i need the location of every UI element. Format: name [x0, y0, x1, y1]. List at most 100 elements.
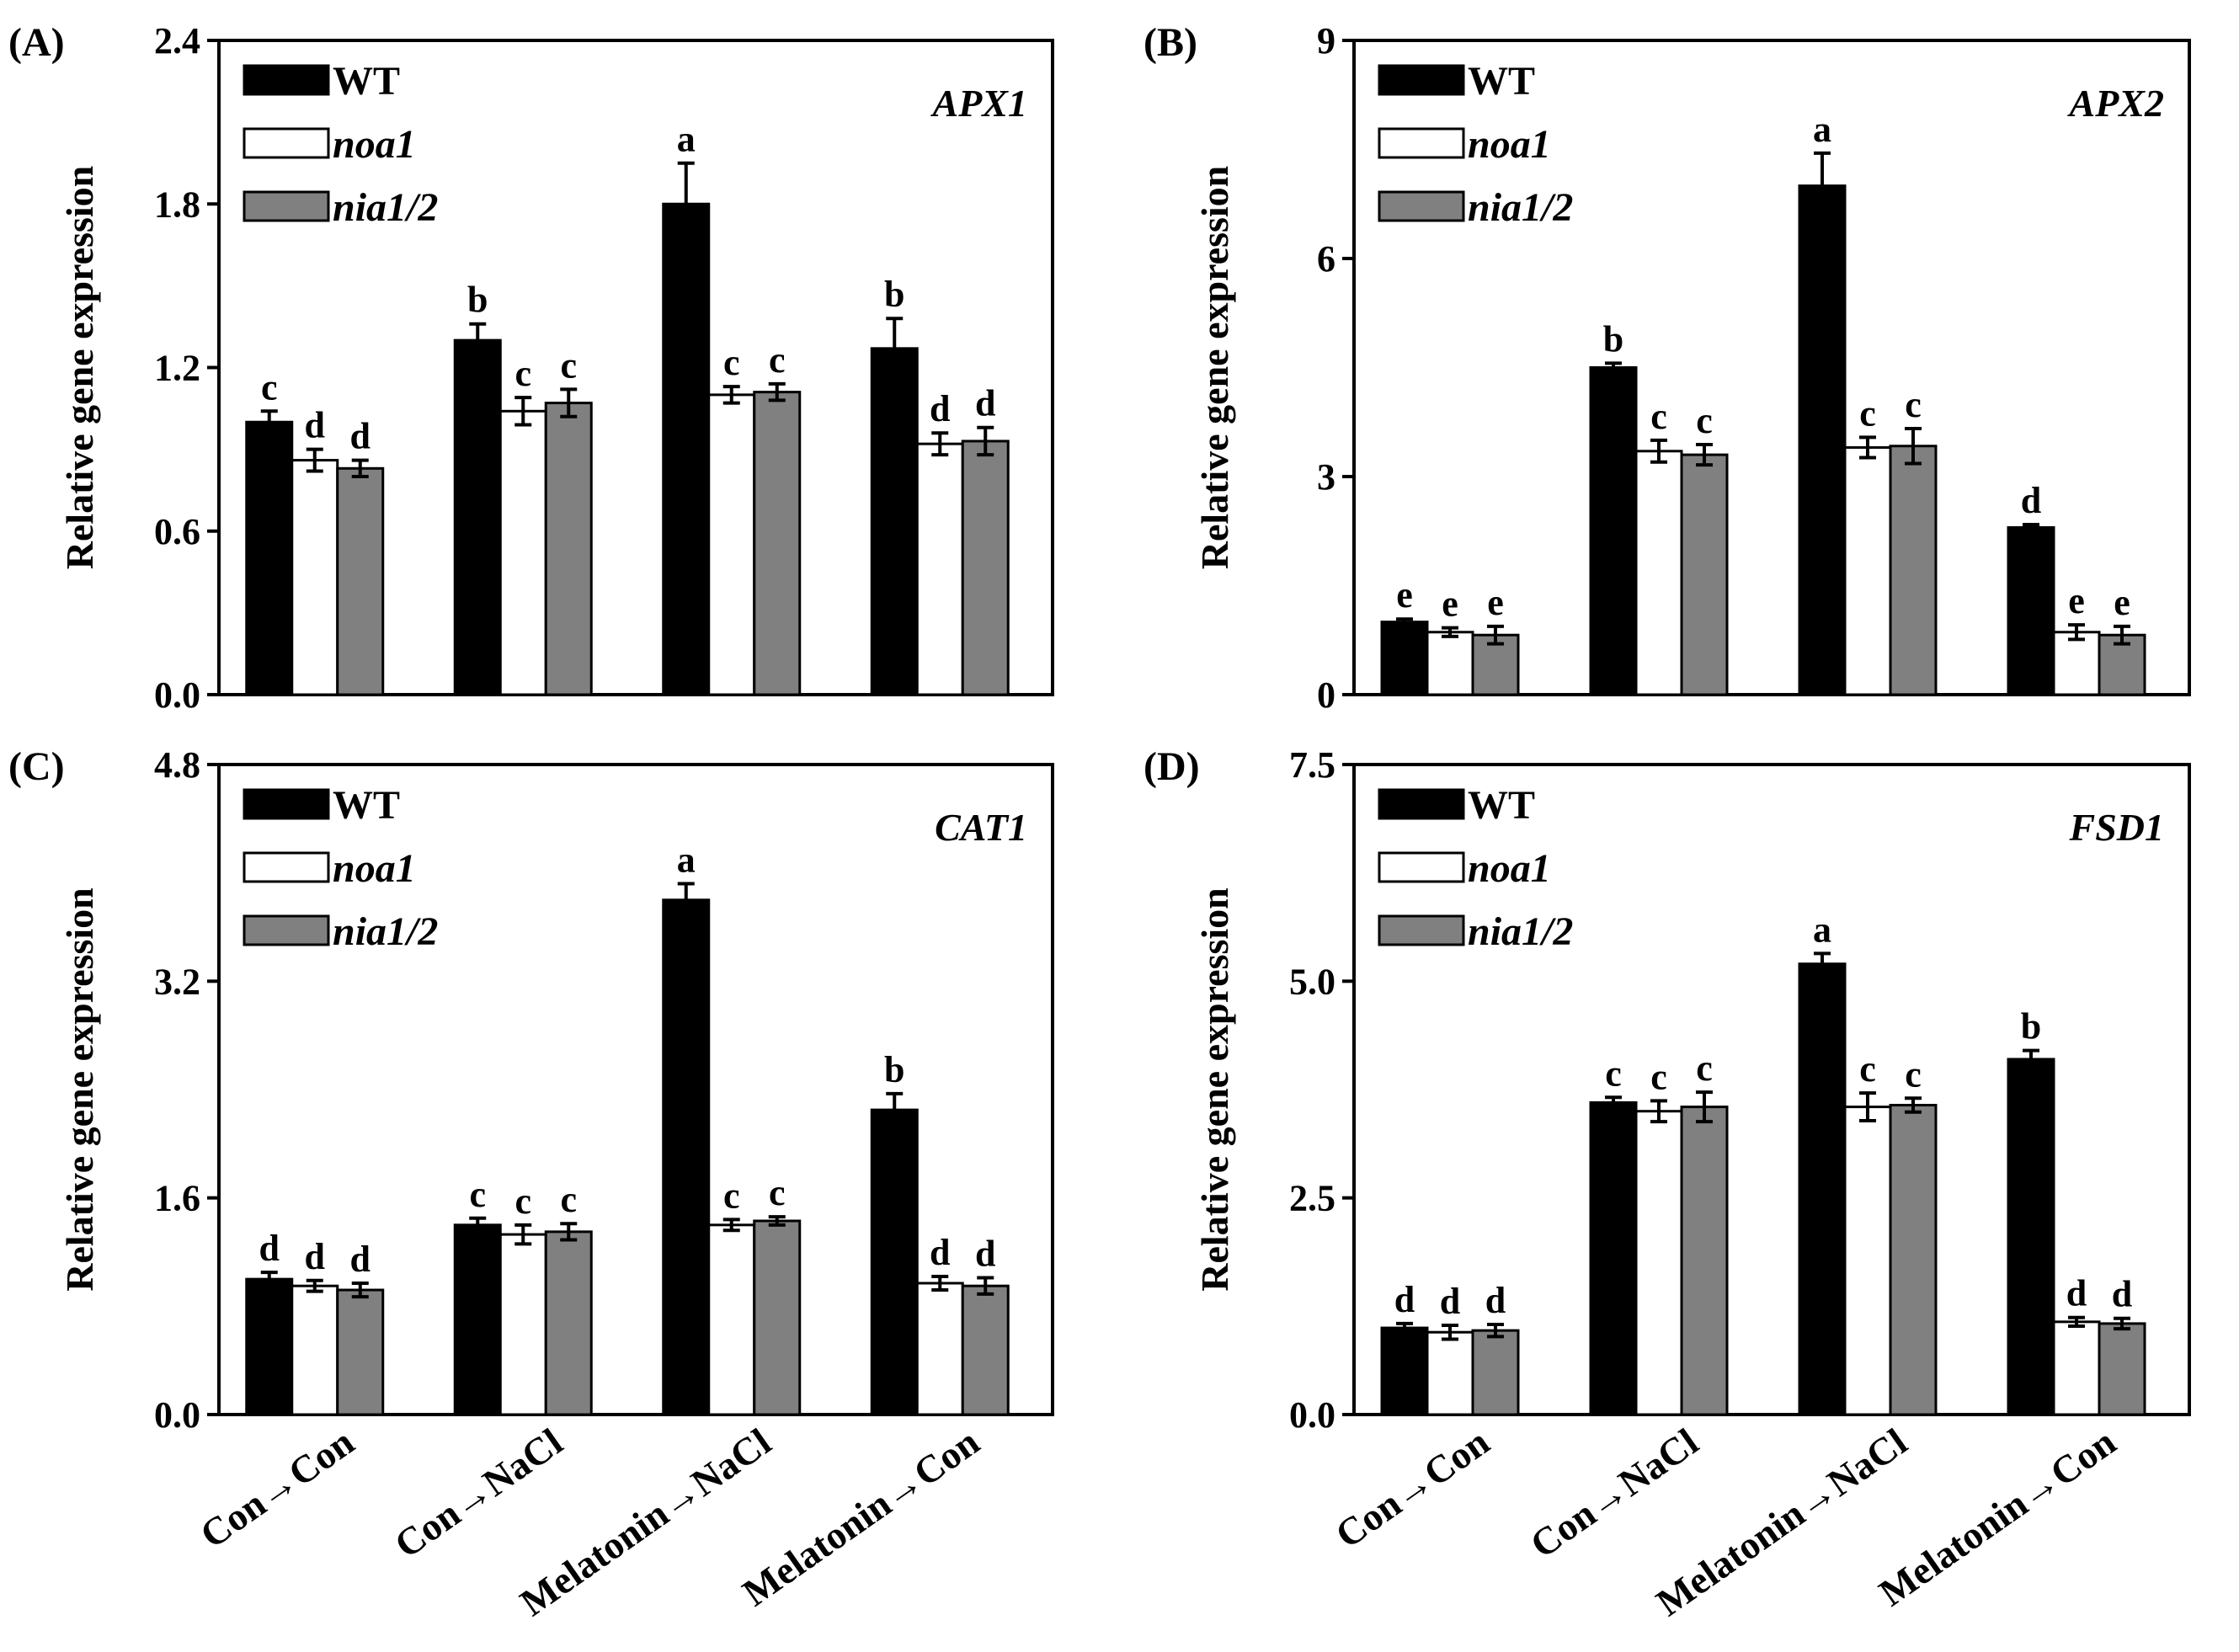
bar	[961, 440, 1010, 696]
y-tick-label: 5.0	[1289, 961, 1335, 1002]
bar	[1843, 445, 1892, 696]
panel-c: 0.0 1.6 3.2 4.8 Relative gene expression (C) C…	[8, 744, 1054, 1624]
y-tick-label: 0.0	[1289, 1394, 1335, 1436]
significance-label: c	[769, 339, 786, 381]
significance-label: d	[1440, 1281, 1460, 1322]
gene-label: APX1	[930, 82, 1027, 125]
legend-label: nia1/2	[1468, 909, 1573, 954]
bar	[1634, 1110, 1683, 1416]
bar	[453, 338, 502, 696]
bar	[498, 1233, 547, 1416]
legend-swatch-1	[243, 127, 330, 159]
bar	[291, 459, 339, 696]
bar	[498, 409, 547, 696]
significance-label: b	[1603, 318, 1623, 360]
significance-label: c	[514, 353, 531, 394]
plot-frame	[1352, 763, 2191, 1416]
bar	[336, 466, 385, 696]
x-category-label: Con→Con	[1328, 1420, 1497, 1556]
legend-label: WT	[333, 59, 400, 104]
bar	[1680, 1106, 1729, 1416]
bar	[1471, 1329, 1520, 1416]
bar	[2052, 631, 2101, 696]
bar	[544, 402, 593, 696]
significance-label: e	[1396, 574, 1413, 616]
panel-d: 0.0 2.5 5.0 7.5 Relative gene expression (D) F…	[1143, 744, 2191, 1624]
legend-label: nia1/2	[1468, 185, 1573, 230]
legend-label: nia1/2	[333, 185, 438, 230]
y-tick-label: 3.2	[154, 961, 200, 1002]
legend-label: noa1	[1468, 846, 1551, 891]
plot-frame	[217, 39, 1054, 696]
panel-label: (A)	[8, 20, 65, 65]
significance-label: e	[1442, 584, 1458, 625]
legend-swatch-0	[1378, 64, 1465, 96]
panel-b: 0 3 6 9 Relative gene expression (B) APX2 WT noa…	[1143, 20, 2191, 716]
y-axis-label: Relative gene expression	[58, 887, 101, 1292]
y-tick-label: 0.0	[154, 1394, 200, 1436]
y-tick-label: 7.5	[1289, 744, 1335, 786]
bar	[1589, 366, 1638, 696]
significance-label: b	[467, 280, 488, 321]
significance-label: c	[723, 1175, 740, 1216]
bar	[707, 393, 756, 696]
y-tick-label: 9	[1317, 20, 1335, 61]
y-tick-label: 1.8	[154, 184, 200, 225]
significance-label: c	[1605, 1052, 1622, 1094]
significance-label: d	[975, 1234, 995, 1275]
legend-swatch-1	[1378, 851, 1465, 883]
legend-swatch-0	[243, 788, 330, 820]
bar	[245, 1277, 294, 1416]
significance-label: c	[1859, 1048, 1876, 1090]
bar	[1589, 1100, 1638, 1416]
significance-label: d	[350, 1239, 371, 1280]
significance-label: d	[930, 1232, 950, 1273]
legend-swatch-0	[243, 64, 330, 96]
bar	[2007, 525, 2055, 696]
legend-label: WT	[333, 783, 400, 828]
legend-label: noa1	[333, 846, 416, 891]
bar	[1380, 1326, 1429, 1416]
bar	[1798, 962, 1847, 1416]
significance-label: d	[259, 1228, 280, 1269]
panel-label: (B)	[1143, 20, 1197, 65]
bar	[1889, 445, 1938, 696]
x-category-label: Con→NaCl	[386, 1420, 570, 1566]
significance-label: a	[1813, 909, 1831, 950]
y-tick-label: 3	[1317, 456, 1335, 498]
significance-label: c	[1905, 1053, 1922, 1095]
bar	[453, 1223, 502, 1416]
significance-label: d	[305, 405, 325, 446]
panel-label: (D)	[1143, 744, 1200, 789]
bar	[707, 1223, 756, 1416]
significance-label: b	[884, 1049, 904, 1090]
legend-swatch-2	[1378, 190, 1465, 222]
bar	[544, 1230, 593, 1416]
bar	[870, 1108, 919, 1416]
significance-label: c	[1696, 400, 1713, 441]
bar	[1426, 1330, 1474, 1416]
significance-label: c	[1696, 1047, 1713, 1089]
significance-label: c	[514, 1180, 531, 1222]
gene-label: APX2	[2067, 82, 2164, 125]
bar	[1680, 453, 1729, 696]
significance-label: c	[1650, 396, 1667, 437]
significance-label: e	[2114, 582, 2130, 623]
legend-label: WT	[1468, 59, 1535, 104]
significance-label: c	[1859, 392, 1876, 434]
bar	[915, 442, 964, 696]
bar	[291, 1284, 339, 1416]
bar	[1634, 450, 1683, 696]
x-category-label: Con→NaCl	[1522, 1420, 1706, 1566]
y-tick-label: 0	[1317, 674, 1335, 716]
significance-label: c	[1905, 384, 1922, 425]
legend-swatch-2	[1378, 914, 1465, 946]
bar	[1426, 631, 1474, 696]
y-tick-label: 6	[1317, 238, 1335, 280]
significance-label: d	[930, 388, 950, 429]
significance-label: d	[2021, 480, 2041, 521]
significance-label: c	[769, 1172, 786, 1213]
plot-frame	[217, 763, 1054, 1416]
bar	[336, 1288, 385, 1416]
